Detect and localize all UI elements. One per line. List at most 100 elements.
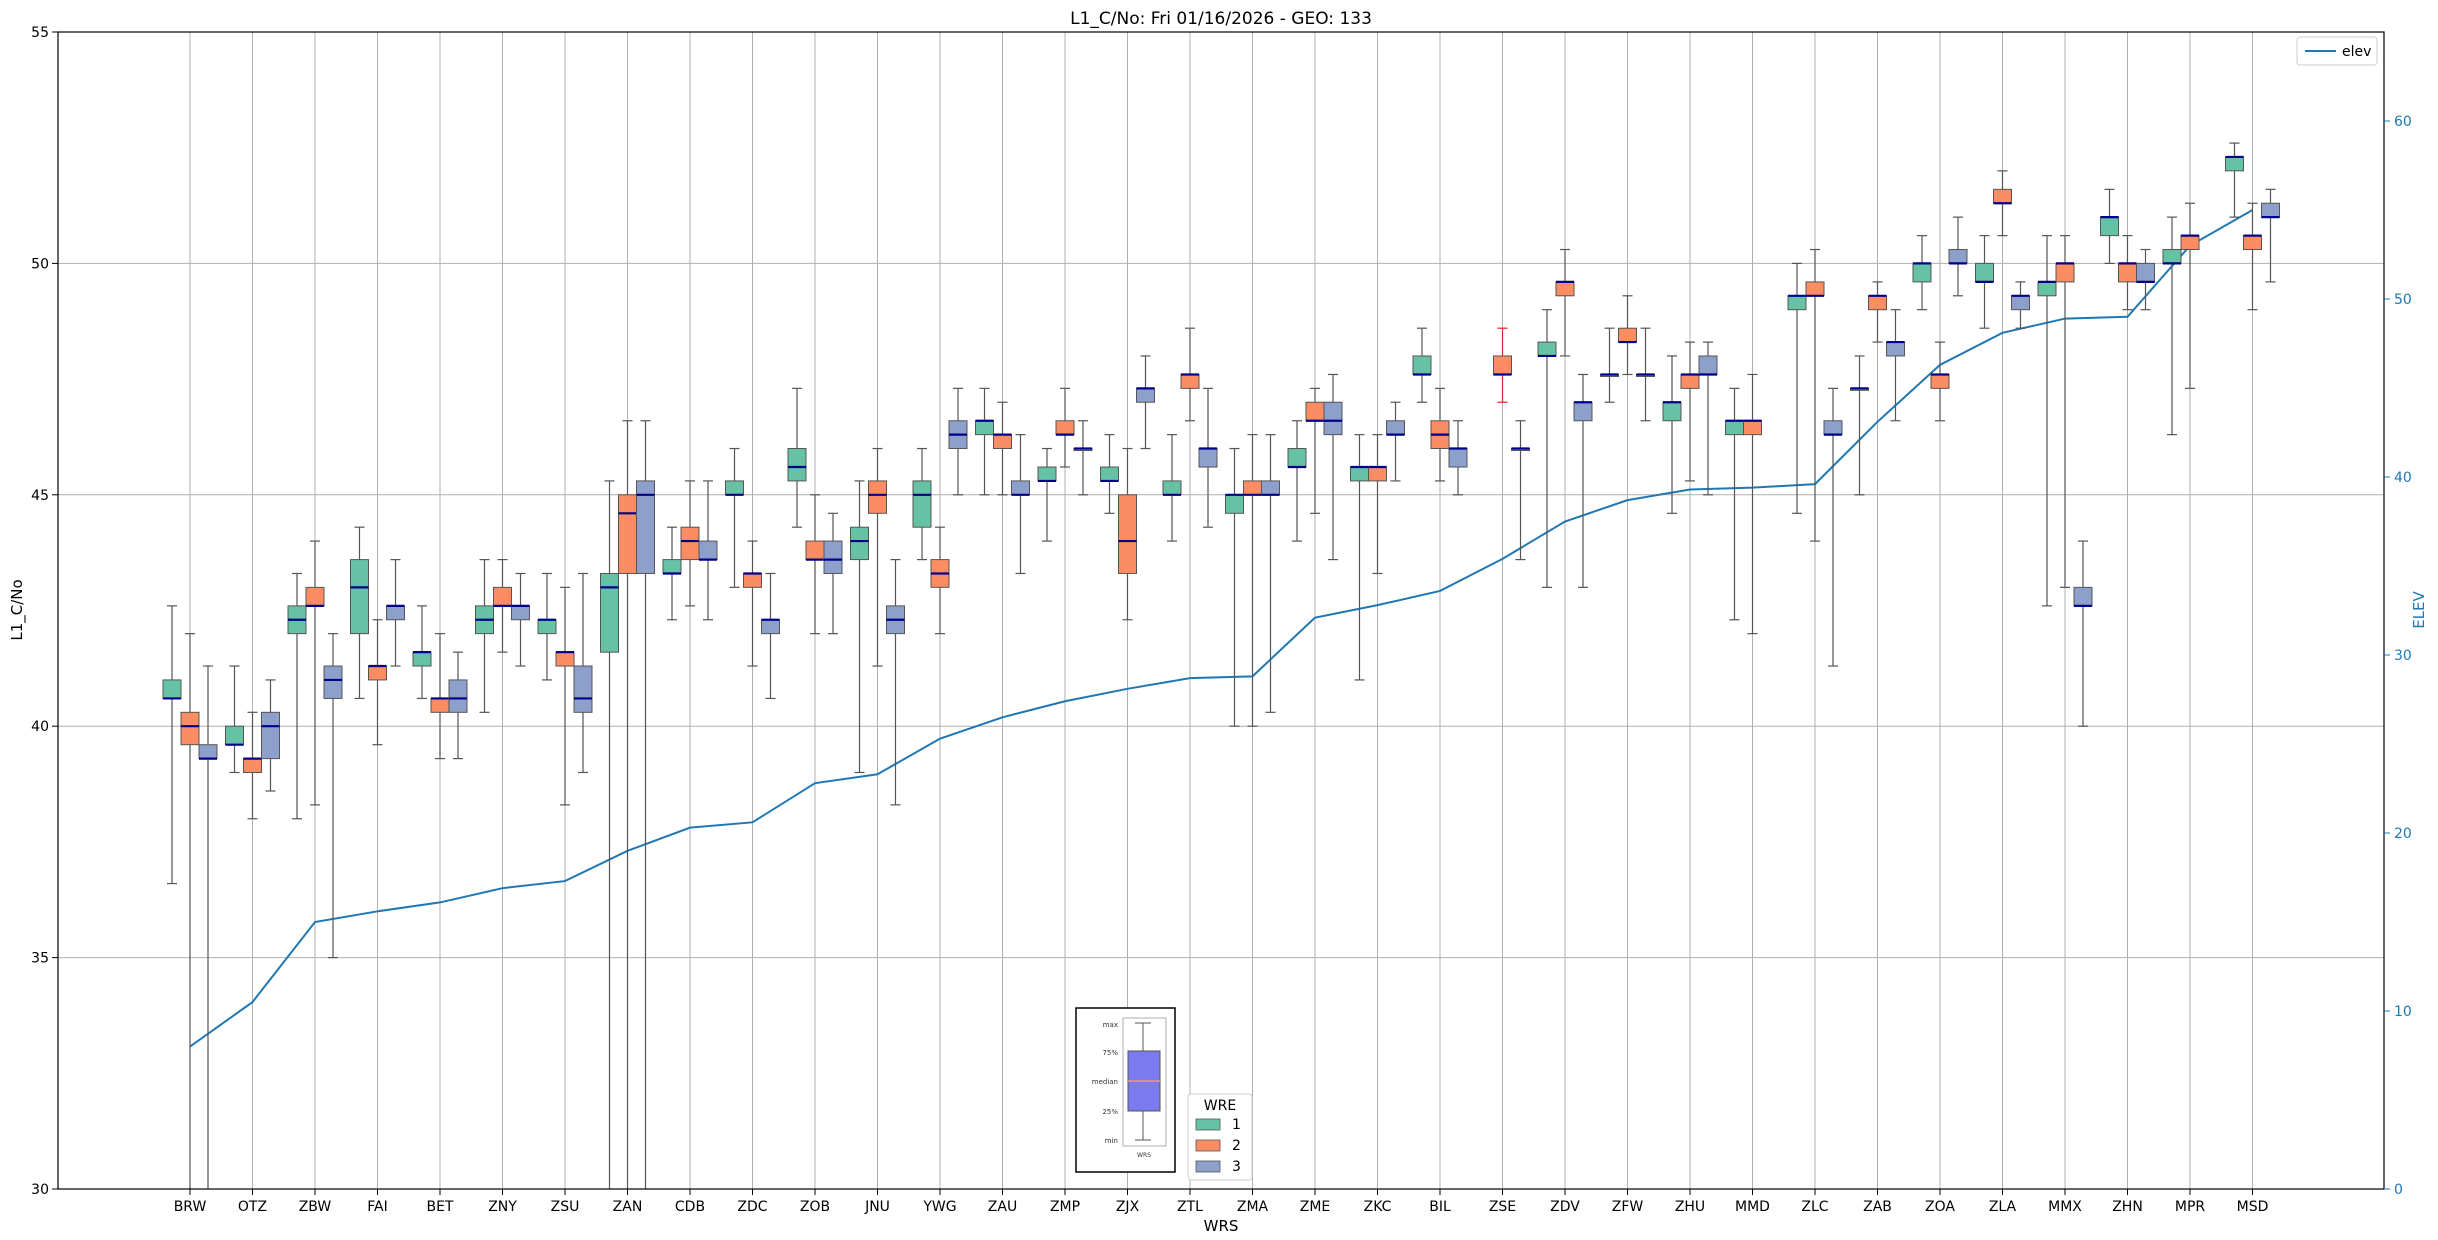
key-min-label: min bbox=[1105, 1137, 1118, 1145]
x-tick-label: ZDC bbox=[737, 1199, 767, 1215]
box-wre2 bbox=[2243, 202, 2262, 311]
box-wre3 bbox=[1573, 373, 1593, 588]
key-wrs-label: WRS bbox=[1137, 1152, 1151, 1159]
box-wre1 bbox=[1350, 434, 1369, 681]
box-wre3 bbox=[1323, 373, 1343, 561]
iqr-box bbox=[805, 540, 825, 561]
wre-legend-swatch-1 bbox=[1195, 1118, 1221, 1131]
iqr-box bbox=[1368, 466, 1387, 482]
iqr-box bbox=[511, 605, 530, 621]
box-wre2 bbox=[1055, 387, 1075, 468]
box-wre3 bbox=[823, 512, 843, 635]
y2-tick-label: 30 bbox=[2394, 648, 2412, 664]
iqr-box bbox=[225, 725, 244, 746]
iqr-box bbox=[1037, 466, 1057, 482]
box-wre1 bbox=[350, 526, 369, 700]
iqr-box bbox=[1930, 373, 1950, 389]
elev-legend: elev bbox=[2296, 36, 2378, 66]
iqr-box bbox=[1555, 281, 1575, 297]
box-wre2 bbox=[1930, 341, 1950, 422]
box-wre2 bbox=[1430, 387, 1450, 482]
iqr-box bbox=[1100, 466, 1119, 482]
y2-axis-label: ELEV bbox=[2410, 590, 2428, 628]
iqr-box bbox=[975, 420, 994, 436]
iqr-box bbox=[743, 572, 762, 588]
iqr-box bbox=[618, 494, 637, 574]
iqr-box bbox=[1493, 355, 1512, 375]
iqr-box bbox=[412, 651, 432, 667]
y2-tick-label: 0 bbox=[2394, 1182, 2403, 1198]
box-wre2 bbox=[493, 558, 512, 653]
box-wre2 bbox=[618, 420, 637, 1189]
iqr-box bbox=[1261, 480, 1280, 496]
x-tick-label: ZHU bbox=[1675, 1199, 1705, 1215]
box-wre1 bbox=[1100, 434, 1119, 514]
key-max-label: max bbox=[1103, 1021, 1118, 1029]
iqr-box bbox=[850, 526, 869, 561]
x-tick-label: ZFW bbox=[1612, 1199, 1644, 1215]
x-tick-label: ZNY bbox=[488, 1199, 517, 1215]
box-wre1 bbox=[412, 605, 432, 700]
box-wre1 bbox=[2037, 235, 2057, 607]
iqr-box bbox=[787, 448, 807, 482]
box-wre3 bbox=[198, 665, 218, 1189]
box-wre1 bbox=[1412, 327, 1432, 403]
x-tick-label: JNU bbox=[864, 1199, 890, 1215]
box-wre1 bbox=[787, 387, 807, 528]
x-tick-label: ZMA bbox=[1237, 1199, 1269, 1215]
x-tick-label: ZAU bbox=[988, 1199, 1017, 1215]
box-wre3 bbox=[2073, 540, 2093, 727]
x-tick-label: CDB bbox=[675, 1199, 705, 1215]
box-wre3 bbox=[1261, 434, 1280, 713]
box-wre3 bbox=[886, 558, 905, 806]
wre-legend-swatch-2 bbox=[1195, 1139, 1221, 1152]
iqr-box bbox=[725, 480, 744, 496]
box-wre3 bbox=[261, 679, 280, 792]
box-wre1 bbox=[225, 665, 244, 774]
iqr-box bbox=[2011, 295, 2030, 311]
wre-legend: WRE 1 2 3 bbox=[1187, 1093, 1253, 1181]
box-wre3 bbox=[1198, 387, 1218, 528]
iqr-box bbox=[261, 711, 280, 760]
iqr-box bbox=[323, 665, 343, 699]
box-wre1 bbox=[2162, 216, 2182, 436]
x-tick-label: ZBW bbox=[299, 1199, 332, 1215]
iqr-box bbox=[448, 679, 468, 713]
box-wre2 bbox=[805, 494, 825, 635]
box-wre3 bbox=[1448, 420, 1468, 496]
elev-legend-label: elev bbox=[2342, 44, 2371, 60]
box-wre1 bbox=[912, 447, 932, 561]
iqr-box bbox=[1162, 480, 1182, 496]
iqr-box bbox=[1118, 494, 1137, 574]
iqr-box bbox=[350, 559, 369, 635]
x-tick-label: ZTL bbox=[1177, 1199, 1203, 1215]
iqr-box bbox=[993, 434, 1012, 450]
box-wre3 bbox=[448, 651, 468, 760]
x-tick-label: ZSU bbox=[551, 1199, 580, 1215]
box-wre3 bbox=[1011, 434, 1030, 575]
box-wre1 bbox=[1725, 387, 1744, 621]
iqr-box bbox=[823, 540, 843, 574]
box-wre2 bbox=[743, 540, 762, 667]
box-wre1 bbox=[1912, 235, 1932, 311]
iqr-box bbox=[600, 572, 619, 653]
box-wre2 bbox=[1118, 447, 1137, 621]
iqr-box bbox=[2225, 156, 2244, 172]
box-wre2 bbox=[1243, 434, 1262, 727]
iqr-box bbox=[1975, 262, 1994, 283]
box-wre3 bbox=[1636, 327, 1655, 422]
iqr-box bbox=[1180, 373, 1200, 389]
elev-series-line bbox=[189, 209, 2253, 1048]
box-wre1 bbox=[1537, 309, 1557, 588]
y-tick-label: 40 bbox=[31, 719, 49, 735]
box-wre2 bbox=[430, 633, 450, 760]
box-wre3 bbox=[1698, 341, 1718, 496]
box-wre2 bbox=[868, 447, 887, 667]
y-tick-label: 35 bbox=[31, 951, 49, 967]
box-wre3 bbox=[573, 572, 593, 774]
box-wre1 bbox=[162, 605, 182, 885]
x-tick-label: FAI bbox=[367, 1199, 387, 1215]
iqr-box bbox=[1537, 341, 1557, 357]
iqr-box bbox=[1323, 401, 1343, 436]
box-wre1 bbox=[850, 480, 869, 774]
